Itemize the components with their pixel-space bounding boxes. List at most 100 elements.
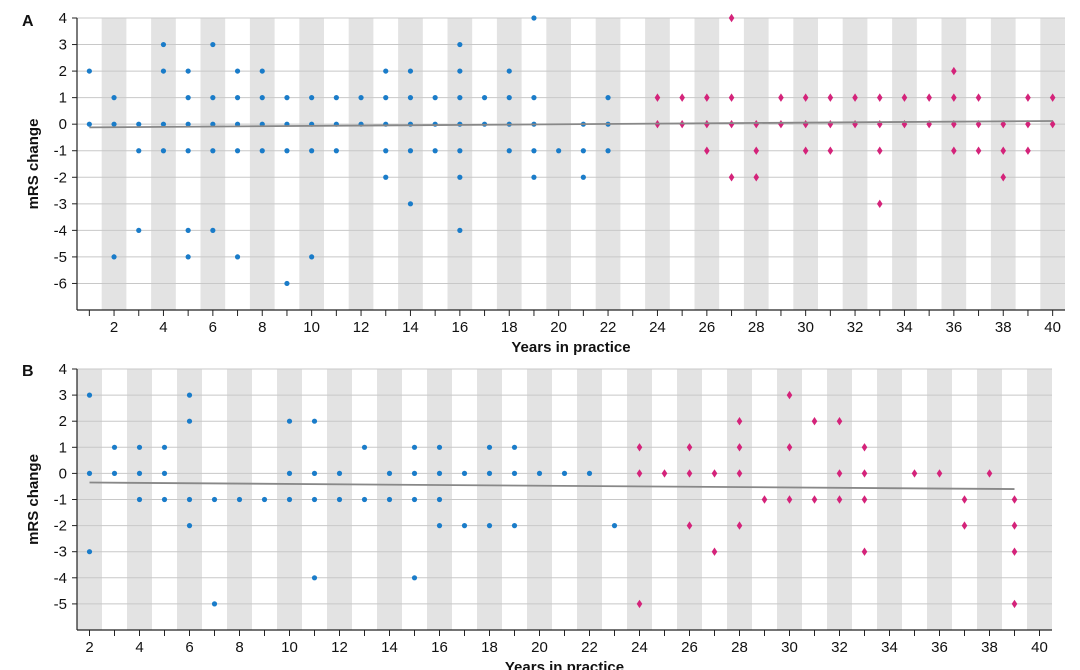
data-point-circle bbox=[386, 496, 393, 503]
data-point-diamond bbox=[811, 495, 818, 504]
data-point-circle bbox=[511, 523, 518, 529]
data-point-circle bbox=[136, 121, 142, 127]
data-point-diamond bbox=[951, 146, 957, 155]
column-band bbox=[101, 18, 127, 310]
data-point-diamond bbox=[786, 495, 793, 504]
data-point-circle bbox=[185, 254, 191, 260]
data-point-circle bbox=[309, 95, 315, 101]
data-point-diamond bbox=[1011, 547, 1018, 556]
x-tick-label: 20 bbox=[531, 639, 548, 656]
data-point-diamond bbox=[811, 417, 818, 426]
data-point-diamond bbox=[827, 93, 834, 102]
data-point-circle bbox=[160, 121, 167, 127]
data-point-circle bbox=[580, 174, 586, 180]
data-point-circle bbox=[161, 444, 168, 450]
x-tick-label: 36 bbox=[946, 319, 963, 336]
data-point-circle bbox=[457, 68, 463, 74]
data-point-diamond bbox=[686, 521, 693, 530]
panel-letter: B bbox=[22, 363, 34, 380]
y-tick-label: -2 bbox=[54, 169, 67, 186]
data-point-circle bbox=[311, 418, 318, 424]
x-tick-label: 28 bbox=[748, 319, 765, 336]
x-tick-label: 22 bbox=[600, 319, 617, 336]
data-point-circle bbox=[383, 148, 389, 154]
data-point-circle bbox=[160, 148, 167, 154]
data-point-circle bbox=[333, 95, 339, 101]
y-tick-label: -4 bbox=[54, 222, 67, 239]
data-point-diamond bbox=[636, 599, 643, 609]
data-point-circle bbox=[311, 496, 318, 503]
data-point-circle bbox=[605, 95, 611, 101]
data-point-circle bbox=[86, 68, 92, 74]
x-axis-title: Years in practice bbox=[505, 659, 624, 670]
column-band bbox=[892, 18, 917, 310]
y-tick-label: 4 bbox=[59, 361, 67, 378]
x-tick-label: 24 bbox=[649, 319, 666, 336]
data-point-circle bbox=[136, 148, 142, 154]
x-tick-label: 18 bbox=[481, 639, 498, 656]
data-point-diamond bbox=[876, 199, 883, 209]
data-point-circle bbox=[210, 121, 216, 127]
data-point-circle bbox=[234, 148, 241, 154]
column-band bbox=[447, 18, 473, 310]
x-tick-label: 32 bbox=[847, 319, 864, 336]
data-point-circle bbox=[481, 95, 488, 101]
data-point-circle bbox=[286, 418, 293, 424]
data-point-diamond bbox=[901, 93, 908, 102]
data-point-diamond bbox=[661, 469, 668, 478]
data-point-diamond bbox=[736, 469, 743, 478]
data-point-circle bbox=[436, 496, 443, 503]
data-point-diamond bbox=[1049, 93, 1056, 102]
data-point-circle bbox=[407, 201, 414, 207]
column-band bbox=[299, 18, 324, 310]
data-point-circle bbox=[461, 523, 468, 529]
column-band bbox=[743, 18, 769, 310]
data-point-circle bbox=[586, 470, 593, 476]
x-tick-label: 32 bbox=[831, 639, 848, 656]
data-point-circle bbox=[580, 148, 586, 154]
data-point-circle bbox=[411, 496, 418, 503]
x-tick-label: 40 bbox=[1044, 319, 1061, 336]
trend-line bbox=[89, 481, 1015, 490]
data-point-diamond bbox=[852, 93, 858, 102]
data-point-circle bbox=[309, 254, 315, 260]
data-point-diamond bbox=[686, 469, 693, 478]
data-point-diamond bbox=[636, 469, 643, 478]
data-point-diamond bbox=[936, 469, 943, 478]
x-tick-label: 14 bbox=[402, 319, 419, 336]
panel-letter: A bbox=[22, 13, 34, 30]
data-point-circle bbox=[234, 254, 241, 260]
column-band bbox=[990, 18, 1016, 310]
data-point-circle bbox=[611, 523, 618, 529]
data-point-circle bbox=[86, 549, 93, 555]
data-point-diamond bbox=[728, 173, 735, 182]
data-point-circle bbox=[511, 444, 518, 450]
x-tick-label: 16 bbox=[452, 319, 469, 336]
data-point-circle bbox=[185, 227, 191, 233]
data-point-circle bbox=[259, 148, 265, 154]
data-point-circle bbox=[160, 68, 167, 74]
data-point-circle bbox=[161, 496, 168, 503]
column-band bbox=[348, 18, 374, 310]
data-point-diamond bbox=[975, 146, 982, 155]
column-band bbox=[249, 18, 275, 310]
y-tick-label: -2 bbox=[54, 518, 67, 535]
data-point-diamond bbox=[736, 521, 743, 530]
data-point-circle bbox=[286, 496, 293, 503]
column-band bbox=[793, 18, 818, 310]
x-tick-label: 18 bbox=[501, 319, 518, 336]
y-tick-label: -3 bbox=[54, 544, 67, 561]
y-tick-label: 1 bbox=[59, 90, 67, 107]
data-point-circle bbox=[86, 470, 93, 476]
data-point-diamond bbox=[861, 495, 868, 504]
y-tick-label: 1 bbox=[59, 439, 67, 456]
data-point-circle bbox=[486, 470, 493, 476]
x-tick-label: 12 bbox=[331, 639, 348, 656]
data-point-circle bbox=[457, 227, 463, 233]
data-point-circle bbox=[486, 444, 493, 450]
data-point-diamond bbox=[876, 93, 883, 102]
data-point-diamond bbox=[1000, 119, 1007, 129]
x-tick-label: 34 bbox=[896, 319, 913, 336]
data-point-diamond bbox=[911, 469, 918, 478]
